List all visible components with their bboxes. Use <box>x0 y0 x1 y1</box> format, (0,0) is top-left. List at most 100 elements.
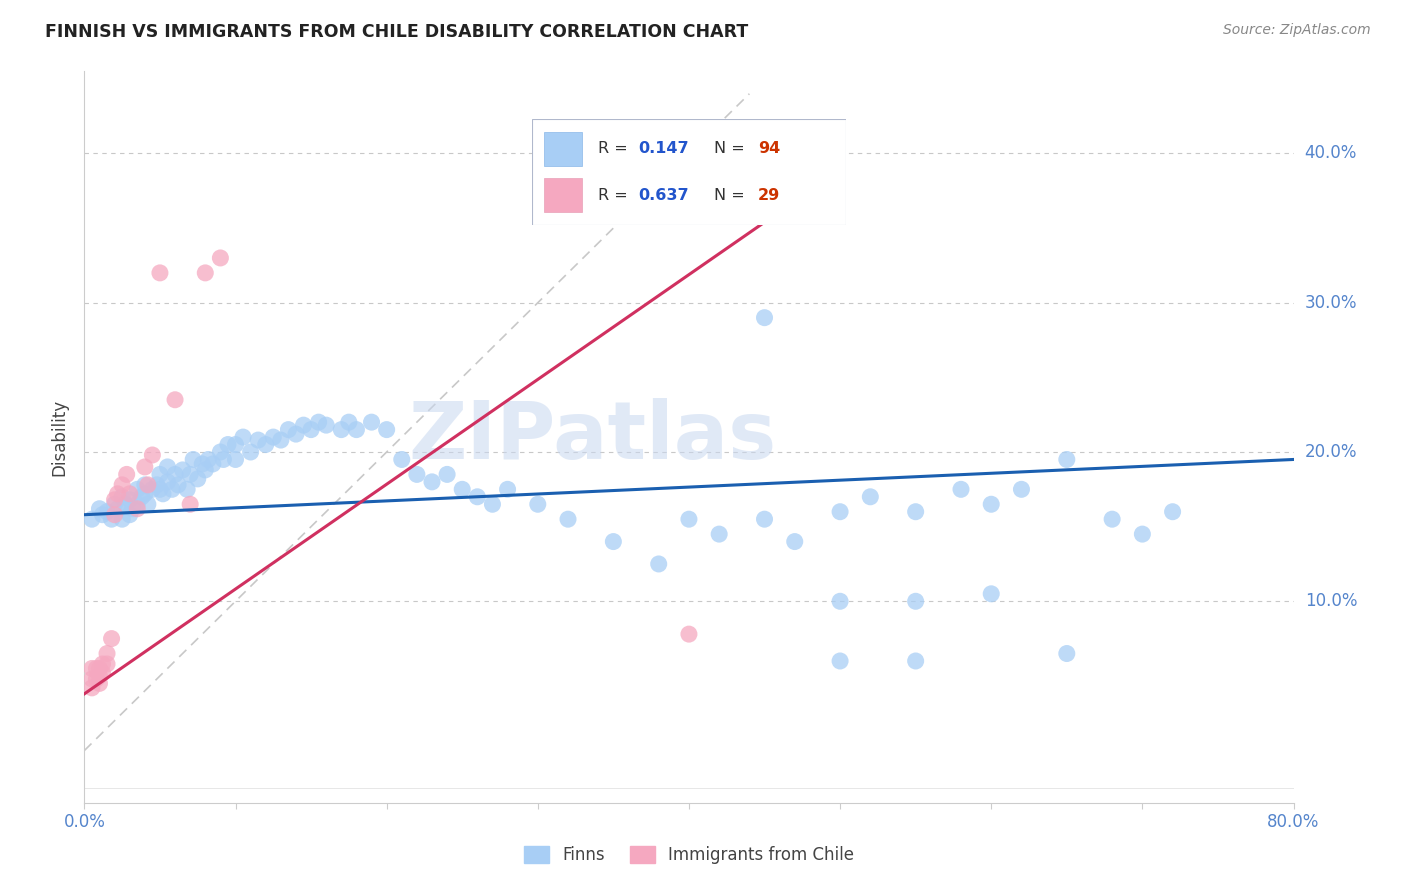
Point <box>191 457 214 471</box>
Point <box>904 505 927 519</box>
Point <box>100 512 122 526</box>
Point <box>209 445 232 459</box>
Point <box>194 266 217 280</box>
Point <box>754 512 776 526</box>
Point <box>86 672 108 686</box>
Point <box>100 632 122 646</box>
Point <box>134 478 156 492</box>
Point <box>127 497 149 511</box>
Point <box>783 534 806 549</box>
Point <box>118 492 141 507</box>
Point <box>406 467 429 482</box>
Point <box>89 669 111 683</box>
Point <box>315 418 337 433</box>
Point <box>270 433 292 447</box>
Point <box>904 594 927 608</box>
Point <box>602 534 624 549</box>
Point <box>107 501 129 516</box>
Point <box>165 467 187 482</box>
Point <box>1161 505 1184 519</box>
Point <box>80 512 103 526</box>
Point <box>346 423 368 437</box>
Point <box>285 427 308 442</box>
Point <box>467 490 489 504</box>
Point <box>299 423 322 437</box>
Point <box>86 661 108 675</box>
Point <box>980 587 1002 601</box>
Point <box>156 459 179 474</box>
Point <box>136 497 159 511</box>
Point <box>197 452 219 467</box>
Point <box>201 457 224 471</box>
Point <box>709 527 731 541</box>
Text: Source: ZipAtlas.com: Source: ZipAtlas.com <box>1223 23 1371 37</box>
Point <box>262 430 284 444</box>
Point <box>96 647 118 661</box>
Point <box>527 497 550 511</box>
Point <box>1101 512 1123 526</box>
Point <box>678 627 700 641</box>
Point <box>557 512 579 526</box>
Point <box>96 505 118 519</box>
Point <box>111 490 134 504</box>
Point <box>187 472 209 486</box>
Point <box>247 433 270 447</box>
Point <box>118 487 141 501</box>
Point <box>1130 527 1153 541</box>
Point <box>80 681 103 695</box>
Point <box>375 423 398 437</box>
Text: ZIPatlas: ZIPatlas <box>408 398 776 476</box>
Point <box>176 483 198 497</box>
Text: 10.0%: 10.0% <box>1305 592 1357 610</box>
Text: 20.0%: 20.0% <box>1305 443 1357 461</box>
Point <box>89 661 111 675</box>
Point <box>194 463 217 477</box>
Point <box>239 445 262 459</box>
Point <box>134 459 156 474</box>
Point <box>420 475 443 489</box>
Y-axis label: Disability: Disability <box>51 399 69 475</box>
Point <box>754 310 776 325</box>
Point <box>950 483 973 497</box>
Point <box>167 478 190 492</box>
Point <box>830 654 852 668</box>
Legend: Finns, Immigrants from Chile: Finns, Immigrants from Chile <box>524 846 853 864</box>
Point <box>156 475 179 489</box>
Point <box>481 497 503 511</box>
Point <box>115 467 138 482</box>
Point <box>127 501 149 516</box>
Point <box>212 452 235 467</box>
Point <box>111 512 134 526</box>
Point <box>89 501 111 516</box>
Point <box>678 512 700 526</box>
Point <box>80 672 103 686</box>
Point <box>149 467 172 482</box>
Point <box>648 557 671 571</box>
Point <box>91 665 114 680</box>
Point <box>830 505 852 519</box>
Point <box>179 497 201 511</box>
Point <box>172 463 194 477</box>
Point <box>232 430 254 444</box>
Point <box>277 423 299 437</box>
Point <box>91 508 114 522</box>
Point <box>118 508 141 522</box>
Point <box>96 657 118 671</box>
Point <box>104 492 127 507</box>
Point <box>146 478 169 492</box>
Point <box>678 191 700 205</box>
Point <box>1056 647 1078 661</box>
Point <box>121 501 143 516</box>
Point <box>165 392 187 407</box>
Point <box>80 661 103 675</box>
Point <box>179 467 201 482</box>
Point <box>1056 452 1078 467</box>
Point <box>225 437 247 451</box>
Point <box>149 483 172 497</box>
Point <box>904 654 927 668</box>
Point <box>217 437 239 451</box>
Point <box>330 423 353 437</box>
Point <box>104 497 127 511</box>
Point <box>496 483 519 497</box>
Point <box>360 415 382 429</box>
